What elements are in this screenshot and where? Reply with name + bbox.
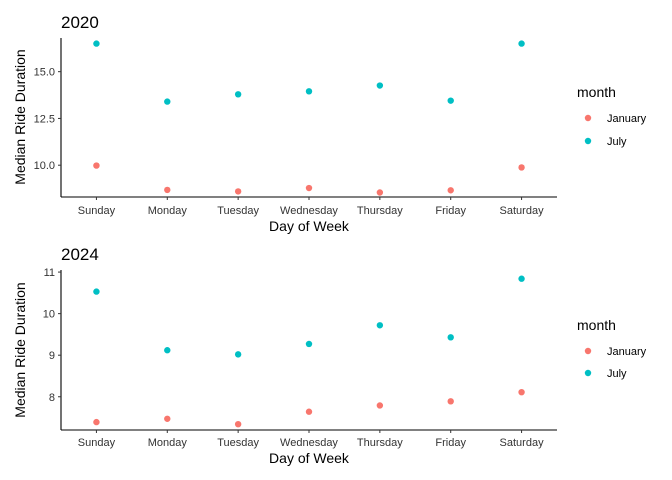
- chart-panel-2024: 2024 8 9 10 11 Sunday Monday Tuesday Wednesday Th…: [12, 245, 647, 466]
- legend-title: month: [577, 317, 616, 333]
- x-tick-label: Saturday: [500, 205, 545, 217]
- x-tick-label: Tuesday: [217, 205, 259, 217]
- x-tick-label: Monday: [148, 205, 188, 217]
- legend-key-january: [584, 347, 592, 355]
- chart-panel-2020: 2020 10.0 12.5 15.0 Sunday Monday Tuesday Wedne…: [12, 13, 647, 234]
- data-point-january-monday: [164, 415, 171, 422]
- y-tick-label: 9: [49, 350, 55, 362]
- panel-title: 2024: [61, 245, 99, 264]
- data-point-july-monday: [164, 347, 171, 354]
- data-point-july-wednesday: [305, 340, 313, 348]
- x-tick-label: Wednesday: [280, 437, 338, 449]
- x-tick-label: Friday: [435, 205, 466, 217]
- y-tick-label: 11: [44, 267, 55, 279]
- legend-label-january: January: [607, 346, 647, 358]
- y-axis-title: Median Ride Duration: [12, 282, 28, 417]
- y-tick-label: 15.0: [34, 67, 55, 79]
- data-point-july-friday: [447, 97, 454, 104]
- data-point-july-friday: [447, 334, 454, 341]
- data-point-january-sunday: [93, 418, 100, 426]
- data-point-january-wednesday: [305, 184, 313, 192]
- data-point-july-wednesday: [305, 88, 313, 95]
- x-tick-label: Sunday: [78, 437, 116, 449]
- legend-label-july: July: [607, 136, 627, 148]
- data-point-january-tuesday: [234, 188, 242, 195]
- data-point-july-sunday: [93, 40, 100, 47]
- panel-title: 2020: [61, 13, 99, 32]
- data-point-january-tuesday: [234, 420, 242, 428]
- y-tick-label: 12.5: [34, 113, 55, 125]
- y-axis-title: Median Ride Duration: [12, 49, 28, 184]
- data-point-july-thursday: [376, 322, 384, 329]
- x-tick-label: Thursday: [357, 205, 403, 217]
- y-tick-label: 10: [43, 309, 55, 321]
- legend-title: month: [577, 84, 616, 100]
- y-tick-label: 8: [49, 392, 55, 404]
- legend-label-january: January: [607, 113, 647, 125]
- data-point-january-saturday: [518, 164, 525, 171]
- x-tick-label: Friday: [435, 437, 466, 449]
- data-point-july-saturday: [518, 40, 525, 47]
- legend-key-july: [584, 369, 592, 377]
- data-point-july-tuesday: [234, 351, 242, 358]
- x-axis-title: Day of Week: [269, 218, 350, 234]
- data-point-january-saturday: [518, 388, 525, 396]
- x-tick-label: Monday: [148, 437, 188, 449]
- data-point-january-thursday: [376, 189, 384, 196]
- x-tick-label: Thursday: [357, 437, 403, 449]
- data-point-january-friday: [447, 187, 454, 194]
- legend-key-january: [584, 114, 592, 122]
- x-axis-title: Day of Week: [269, 450, 350, 466]
- data-point-january-wednesday: [305, 408, 313, 415]
- legend-key-july: [584, 137, 592, 145]
- x-tick-label: Saturday: [500, 437, 545, 449]
- y-tick-label: 10.0: [34, 160, 55, 172]
- data-point-january-sunday: [93, 162, 100, 169]
- legend-label-july: July: [607, 368, 627, 380]
- data-point-january-monday: [164, 186, 171, 194]
- data-point-january-friday: [447, 398, 454, 405]
- x-tick-label: Sunday: [78, 205, 116, 217]
- data-point-july-tuesday: [234, 91, 242, 98]
- data-point-july-saturday: [518, 275, 525, 282]
- data-point-july-monday: [164, 98, 171, 105]
- data-point-july-thursday: [376, 82, 384, 89]
- x-tick-label: Wednesday: [280, 205, 338, 217]
- data-point-january-thursday: [376, 402, 384, 409]
- data-point-july-sunday: [93, 288, 100, 295]
- x-tick-label: Tuesday: [217, 437, 259, 449]
